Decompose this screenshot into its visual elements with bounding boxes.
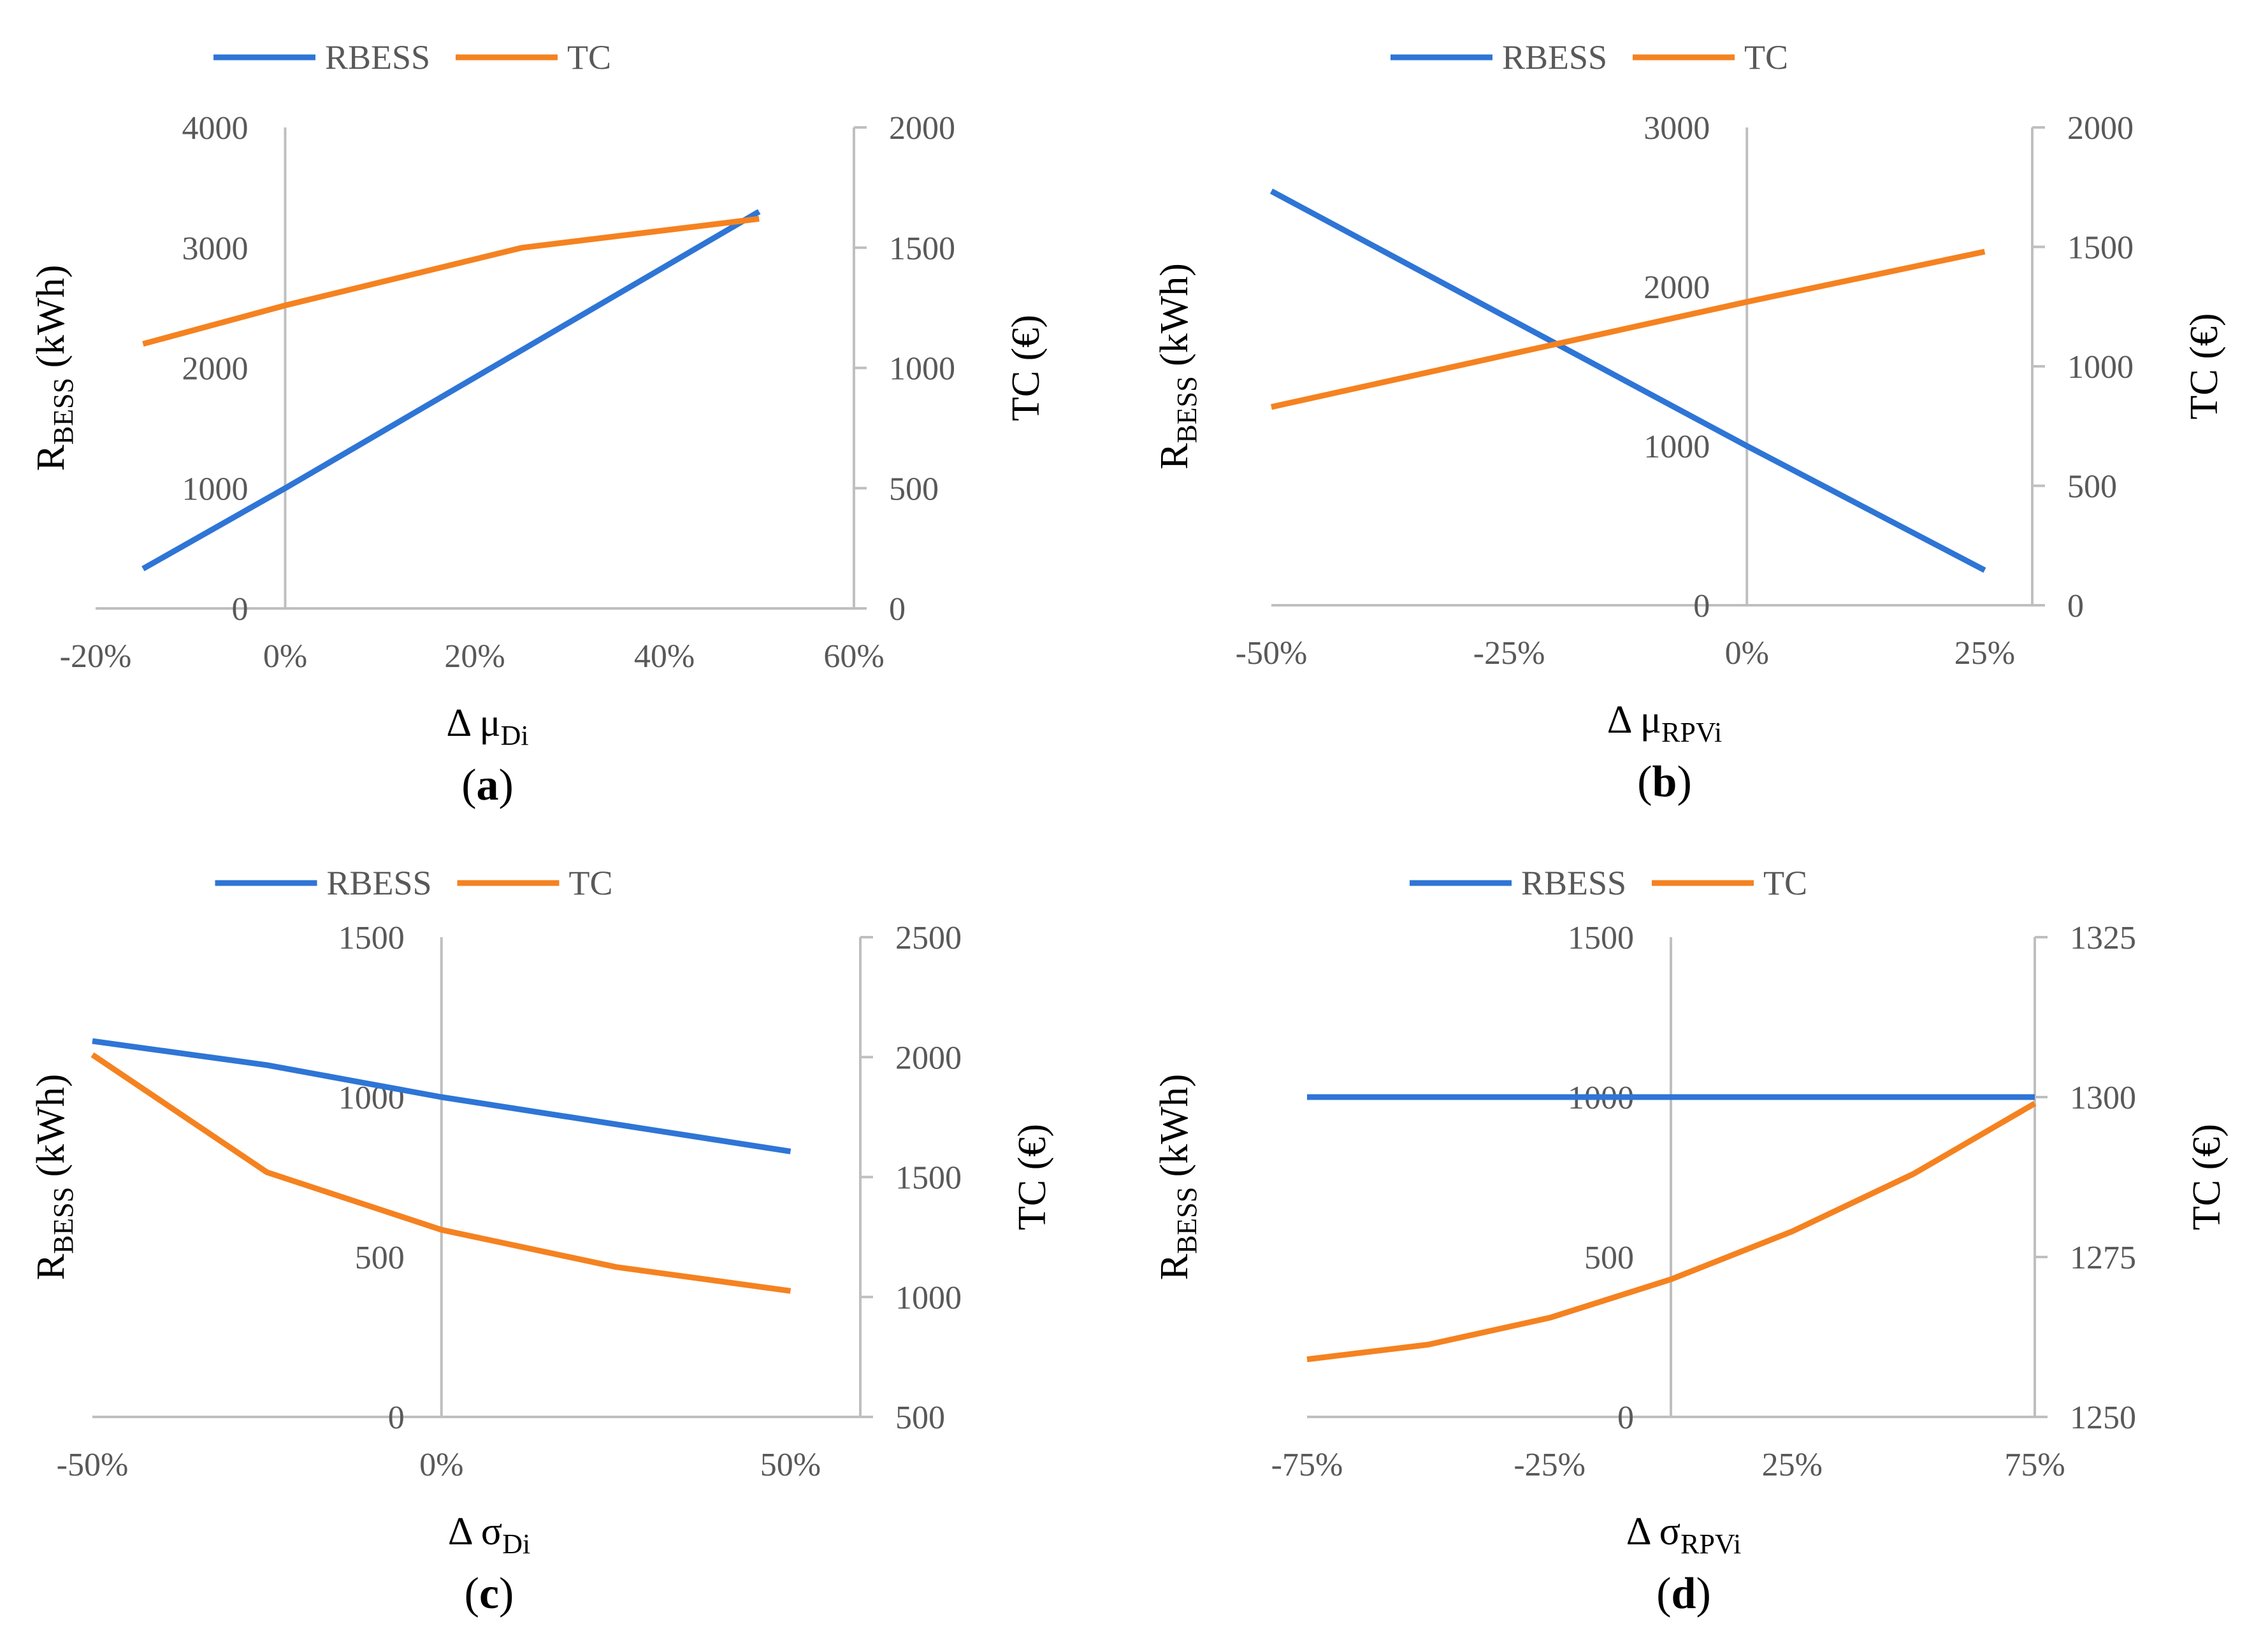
right-tick-label: 1000 bbox=[895, 1280, 962, 1316]
right-tick-label: 500 bbox=[2067, 469, 2117, 505]
series-line-tc bbox=[1271, 248, 1986, 410]
x-tick-label: -25% bbox=[1514, 1447, 1586, 1483]
legend-label-tc: TC bbox=[1763, 864, 1807, 902]
legend-label-tc: TC bbox=[1744, 38, 1788, 76]
x-tick-label: -50% bbox=[57, 1447, 129, 1483]
x-tick-label: 50% bbox=[760, 1447, 821, 1483]
x-tick-label: 0% bbox=[1725, 635, 1769, 672]
x-axis-title: Δ σDi bbox=[448, 1510, 530, 1560]
x-axis-title: Δ μRPVi bbox=[1607, 698, 1722, 748]
right-tick-label: 2000 bbox=[895, 1040, 962, 1076]
left-tick-label: 500 bbox=[355, 1240, 405, 1276]
x-tick-label: 25% bbox=[1762, 1447, 1823, 1483]
right-tick-label: 2500 bbox=[895, 920, 962, 956]
right-tick-label: 1500 bbox=[895, 1160, 962, 1196]
x-tick-label: -20% bbox=[60, 638, 132, 675]
left-tick-label: 3000 bbox=[182, 231, 249, 267]
series-line-tc bbox=[142, 215, 760, 347]
left-tick-label: 1000 bbox=[182, 471, 249, 507]
left-tick-label: 1000 bbox=[1644, 429, 1710, 465]
x-tick-label: -25% bbox=[1473, 635, 1545, 672]
panel-caption: (a) bbox=[461, 761, 514, 810]
left-axis-title: RBESS (kWh) bbox=[29, 1074, 79, 1281]
legend-label-rbess: RBESS bbox=[325, 38, 430, 76]
right-axis-title: TC (€) bbox=[1011, 1124, 1054, 1230]
panel-caption: (d) bbox=[1656, 1569, 1711, 1618]
left-tick-label: 4000 bbox=[182, 110, 249, 147]
right-tick-label: 2000 bbox=[2067, 110, 2134, 147]
x-axis-title: Δ σRPVi bbox=[1626, 1510, 1742, 1560]
series-line-tc bbox=[90, 1052, 791, 1294]
left-tick-label: 0 bbox=[1693, 588, 1710, 624]
chart-panel-d: 0 500 1000 1500 1250 1275 1300 1325 -75% -25% 25% 7… bbox=[1124, 826, 2247, 1651]
right-axis-title: TC (€) bbox=[2183, 313, 2226, 419]
left-tick-label: 0 bbox=[388, 1400, 405, 1436]
left-tick-label: 3000 bbox=[1644, 110, 1710, 147]
legend-label-rbess: RBESS bbox=[327, 864, 432, 902]
left-tick-label: 1500 bbox=[1568, 920, 1634, 956]
x-axis-title: Δ μDi bbox=[446, 701, 528, 751]
x-tick-label: -75% bbox=[1271, 1447, 1343, 1483]
left-tick-label: 2000 bbox=[1644, 269, 1710, 306]
legend-label-rbess: RBESS bbox=[1521, 864, 1626, 902]
series-line-rbess bbox=[92, 1038, 791, 1154]
left-tick-label: 500 bbox=[1584, 1240, 1634, 1276]
right-tick-label: 2000 bbox=[889, 110, 955, 147]
chart-panel-a: 0 1000 2000 3000 4000 0 500 1000 1500 2000 -20% 0% 2… bbox=[0, 0, 1124, 826]
right-tick-label: 1250 bbox=[2070, 1400, 2136, 1436]
right-tick-label: 1500 bbox=[2067, 230, 2134, 266]
x-tick-label: 60% bbox=[823, 638, 884, 675]
x-tick-label: 0% bbox=[263, 638, 307, 675]
left-tick-label: 0 bbox=[1617, 1400, 1634, 1436]
x-tick-label: 20% bbox=[444, 638, 505, 675]
x-tick-label: 75% bbox=[2004, 1447, 2065, 1483]
right-tick-label: 1000 bbox=[2067, 349, 2134, 385]
right-axis-title: TC (€) bbox=[2185, 1124, 2229, 1230]
left-tick-label: 2000 bbox=[182, 351, 249, 387]
legend-label-rbess: RBESS bbox=[1502, 38, 1607, 76]
panel-caption: (c) bbox=[465, 1569, 514, 1618]
right-tick-label: 1300 bbox=[2070, 1080, 2136, 1116]
x-tick-label: 0% bbox=[419, 1447, 463, 1483]
right-tick-label: 0 bbox=[889, 591, 906, 628]
legend-label-tc: TC bbox=[567, 38, 611, 76]
left-axis-title: RBESS (kWh) bbox=[29, 265, 79, 471]
chart-b: 0 1000 2000 3000 0 500 1000 1500 2000 -50% -25% 0% 2… bbox=[1153, 38, 2226, 807]
left-axis-title: RBESS (kWh) bbox=[1153, 263, 1203, 470]
right-tick-label: 1500 bbox=[889, 231, 955, 267]
chart-panel-c: 0 500 1000 1500 500 1000 1500 2000 2500 -50% 0% 50%… bbox=[0, 826, 1124, 1651]
right-tick-label: 500 bbox=[895, 1400, 945, 1436]
series-line-rbess bbox=[141, 209, 761, 571]
series-line-rbess bbox=[1269, 189, 1986, 573]
right-tick-label: 500 bbox=[889, 471, 939, 507]
right-tick-label: 1275 bbox=[2070, 1240, 2136, 1276]
left-tick-label: 1500 bbox=[338, 920, 405, 956]
panel-caption: (b) bbox=[1637, 758, 1692, 807]
chart-panel-b: 0 1000 2000 3000 0 500 1000 1500 2000 -50% -25% 0% 2… bbox=[1124, 0, 2247, 826]
x-tick-label: 25% bbox=[1954, 635, 2015, 672]
left-axis-title: RBESS (kWh) bbox=[1153, 1074, 1203, 1281]
x-tick-label: -50% bbox=[1236, 635, 1308, 672]
right-tick-label: 1000 bbox=[889, 351, 955, 387]
right-tick-label: 1325 bbox=[2070, 920, 2136, 956]
chart-a: 0 1000 2000 3000 4000 0 500 1000 1500 2000 -20% 0% 2… bbox=[29, 38, 1048, 810]
series-line-tc bbox=[1306, 1101, 2037, 1363]
legend-label-tc: TC bbox=[569, 864, 613, 902]
right-tick-label: 0 bbox=[2067, 588, 2084, 624]
left-tick-label: 0 bbox=[232, 591, 249, 628]
right-axis-title: TC (€) bbox=[1004, 315, 1048, 421]
x-tick-label: 40% bbox=[634, 638, 695, 675]
